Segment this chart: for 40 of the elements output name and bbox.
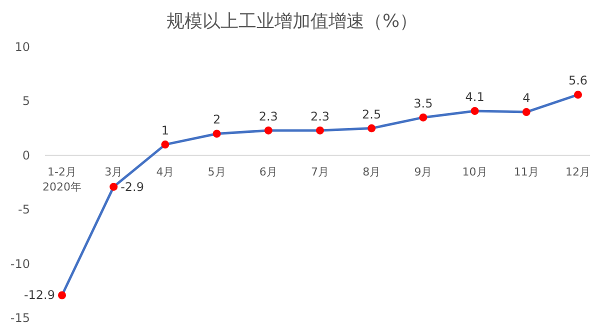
x-tick-label: 8月 [362,165,381,178]
x-tick-label: 7月 [311,165,329,178]
data-label: 2.3 [310,109,330,124]
data-label: 5.6 [568,74,588,88]
point [470,106,479,115]
data-label: 2.3 [258,109,278,124]
x-tick-label: 11月 [514,165,539,178]
point [574,90,582,99]
x-tick-label: 9月 [414,165,432,178]
point [419,113,428,122]
data-label: 4.1 [465,90,484,104]
x-tick-label: 5月 [208,165,226,178]
y-tick-label: -5 [18,202,30,217]
point [316,126,324,134]
y-tick-label: 5 [22,94,30,108]
data-label: 4 [522,91,530,106]
data-label: -2.9 [120,180,144,194]
x-tick-label: 3月 [104,165,123,178]
x-tick-label: 12月 [566,165,590,178]
point [110,182,118,191]
y-tick-label: -10 [10,256,30,271]
point [522,108,530,116]
data-label: -12.9 [24,288,55,302]
point [212,130,221,138]
point [368,124,376,132]
x-tick-label: 6月 [259,165,278,178]
data-label: 1 [161,124,170,138]
y-tick-label: 10 [14,40,30,54]
x-tick-label: 1-2月 2020年 [42,165,82,194]
point [58,291,66,300]
data-label: 2 [212,112,221,127]
x-tick-label: 4月 [156,165,174,178]
y-tick-label: -15 [10,311,30,325]
x-tick-label: 10月 [462,165,488,178]
point [264,126,272,134]
data-label: 3.5 [414,96,433,110]
chart-title: 规模以上工业增加值增速（%） [166,11,418,32]
y-tick-label: 0 [22,148,30,162]
point [161,140,170,149]
data-label: 2.5 [362,107,382,122]
